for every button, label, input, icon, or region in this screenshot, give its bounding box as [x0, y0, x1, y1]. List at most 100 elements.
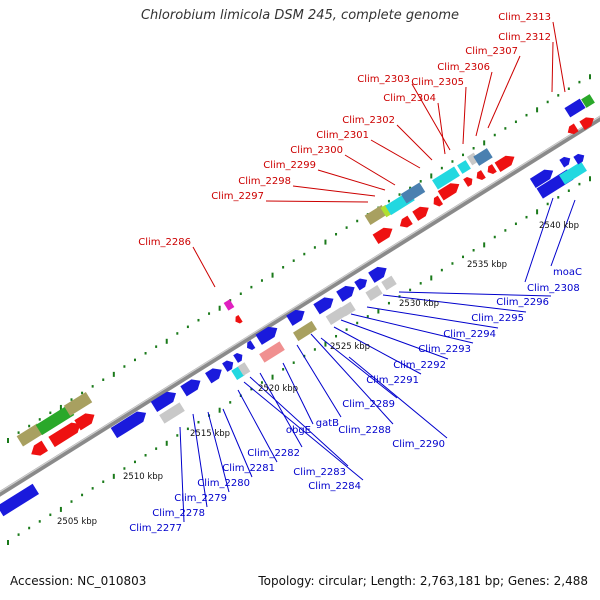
label-Clim_2304: Clim_2304: [383, 93, 436, 104]
gene-grey: [466, 152, 480, 166]
label-Clim_2295: Clim_2295: [471, 313, 524, 324]
gene-cyan: [432, 166, 460, 190]
label-gatB: gatB: [316, 418, 339, 429]
label-Clim_2299-leader: [317, 169, 386, 191]
gene-blue: [573, 153, 585, 165]
gene-blue: [233, 352, 243, 363]
label-Clim_2308: Clim_2308: [527, 283, 580, 294]
label-Clim_2279: Clim_2279: [174, 493, 227, 504]
gene-blue: [564, 98, 586, 118]
label-moaC: moaC: [553, 267, 582, 278]
label-Clim_2278-leader: [192, 413, 208, 508]
gene-red: [567, 123, 579, 135]
label-Clim_2282: Clim_2282: [247, 448, 300, 459]
label-Clim_2283-leader: [249, 376, 349, 467]
label-Clim_2294-leader: [366, 306, 499, 329]
gene-blue: [205, 368, 222, 384]
kbp-scale-labels: 2505 kbp 2510 kbp 2515 kbp 2520 kbp 2525 kbp…: [57, 221, 579, 527]
backbone-highlight: [0, 115, 600, 493]
gene-red: [433, 195, 444, 207]
gene-red: [48, 422, 81, 448]
label-Clim_2307-leader: [487, 55, 521, 129]
kbp-label: 2505 kbp: [57, 517, 97, 527]
label-Clim_2298-leader: [292, 185, 376, 197]
label-Clim_2289: Clim_2289: [342, 399, 395, 410]
gene-pink: [259, 341, 285, 363]
gene-cyan: [231, 365, 245, 381]
gene-red: [74, 413, 95, 431]
accession-text: Accession: NC_010803: [10, 574, 147, 588]
gene-grey: [325, 306, 347, 326]
label-Clim_2288-leader: [310, 333, 394, 425]
backbone-line: [0, 115, 600, 497]
gene-blue: [180, 379, 201, 397]
label-Clim_2294: Clim_2294: [443, 329, 496, 340]
label-Clim_2290-leader: [348, 356, 448, 439]
gene-grey: [237, 362, 251, 376]
gene-blue: [110, 411, 147, 439]
label-Clim_2292-leader: [340, 319, 449, 360]
gene-blue: [0, 483, 39, 517]
label-Clim_2281-leader: [237, 389, 278, 463]
label-Clim_2307: Clim_2307: [465, 46, 518, 57]
label-Clim_2301: Clim_2301: [316, 130, 369, 141]
label-leaders: [179, 21, 576, 523]
label-Clim_2288: Clim_2288: [338, 425, 391, 436]
gene-blue: [222, 360, 234, 372]
label-Clim_2291: Clim_2291: [366, 375, 419, 386]
label-Clim_2303-leader: [411, 83, 451, 151]
kbp-label: 2525 kbp: [330, 342, 370, 352]
gene-red: [31, 440, 48, 456]
gene-blue: [529, 169, 554, 189]
label-Clim_2286-leader: [192, 246, 216, 288]
gene-grey: [381, 275, 397, 291]
gene-grey: [365, 285, 383, 301]
label-Clim_2277: Clim_2277: [129, 523, 182, 534]
label-Clim_2297-leader: [265, 200, 369, 203]
label-Clim_2300: Clim_2300: [290, 145, 343, 156]
tick-marks: [7, 74, 591, 545]
gene-olive: [63, 392, 93, 416]
gene-red: [437, 183, 460, 201]
gene-grey: [159, 402, 185, 424]
gene-features: [0, 94, 595, 517]
label-Clim_2284: Clim_2284: [308, 481, 361, 492]
gene-red: [476, 170, 486, 181]
label-Clim_2282-leader: [259, 372, 303, 448]
gene-green: [581, 94, 595, 108]
label-obgE: obgE: [286, 425, 311, 436]
label-gatB-leader: [296, 344, 342, 418]
genome-backbone: [0, 115, 600, 497]
gene-blue: [354, 278, 368, 291]
gene-labels: Clim_2313 Clim_2312 Clim_2307 Clim_2306 Clim…: [129, 12, 582, 534]
label-Clim_2306: Clim_2306: [437, 62, 490, 73]
gene-red: [463, 176, 473, 187]
label-moaC-leader: [550, 199, 576, 267]
label-Clim_2305: Clim_2305: [411, 77, 464, 88]
label-Clim_2313: Clim_2313: [498, 12, 551, 23]
label-Clim_2302: Clim_2302: [342, 115, 395, 126]
gene-magenta: [223, 299, 235, 311]
label-Clim_2313-leader: [552, 21, 566, 93]
label-Clim_2298: Clim_2298: [238, 176, 291, 187]
gene-steelblue: [400, 182, 426, 204]
gene-olive: [364, 205, 388, 225]
label-Clim_2308-leader: [524, 197, 554, 283]
label-Clim_2280-leader: [222, 408, 253, 478]
kbp-label: 2535 kbp: [467, 260, 507, 270]
gene-green: [35, 404, 75, 436]
gene-olive: [16, 423, 44, 447]
gene-lime: [380, 204, 392, 218]
label-Clim_2312: Clim_2312: [498, 32, 551, 43]
label-Clim_2306-leader: [475, 71, 493, 137]
gene-blue: [368, 266, 387, 283]
gene-blue: [336, 285, 355, 302]
gene-blue: [247, 340, 256, 351]
gene-cyan: [559, 161, 587, 185]
label-Clim_2301-leader: [370, 139, 421, 169]
kbp-label: 2520 kbp: [258, 384, 298, 394]
gene-red: [579, 117, 594, 130]
gene-grey: [340, 301, 356, 317]
map-title: Chlorobium limicola DSM 245, complete ge…: [140, 8, 460, 23]
